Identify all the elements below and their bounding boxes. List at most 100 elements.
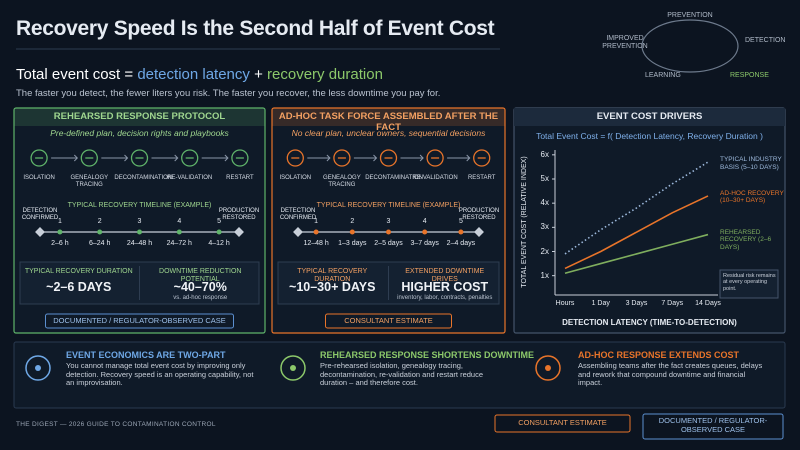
timeline-number: 4 (177, 218, 182, 225)
step-arrow (447, 154, 471, 162)
y-tick-label: 2x (540, 246, 549, 256)
step-icon (181, 149, 199, 167)
footer-badge (494, 414, 631, 433)
step-icon (130, 149, 149, 167)
takeaway-title: REHEARSED RESPONSE SHORTENS DOWNTIME (320, 350, 535, 360)
y-tick-label: 1x (540, 270, 549, 280)
annotation-box (719, 269, 779, 299)
step-label: GENEALOGY TRACING (323, 175, 361, 188)
takeaway-icon (25, 355, 51, 381)
takeaway-text: You cannot manage total event cost by im… (66, 361, 254, 388)
takeaway-icon-dot (545, 365, 551, 371)
takeaway-title: AD-HOC RESPONSE EXTENDS COST (578, 350, 740, 360)
step-icon (333, 149, 351, 167)
timeline-start: DETECTION CONFIRMED (279, 208, 317, 221)
step-label: DECONTAMINATION (114, 175, 173, 181)
step-label: RESTART (226, 175, 254, 181)
cycle-node: DETECTION (745, 37, 786, 44)
timeline-diamond (474, 227, 484, 237)
timeline-number: 4 (422, 218, 427, 225)
step-icon (426, 149, 444, 167)
takeaway-text: Assembling teams after the fact creates … (578, 361, 763, 388)
stat-label: EXTENDED DOWNTIME DRIVES (405, 268, 485, 284)
step-arrow (151, 154, 179, 162)
cycle-ring (641, 19, 739, 73)
x-axis-label: DETECTION LATENCY (TIME-TO-DETECTION) (562, 318, 737, 327)
footer-badge-label: CONSULTANT ESTIMATE (518, 418, 607, 427)
timeline-duration: 2–4 days (446, 240, 476, 247)
takeaway-icon-dot (290, 365, 296, 371)
stat-label: DOWNTIME REDUCTION POTENTIAL (159, 268, 242, 284)
step-icon (473, 149, 491, 167)
series-line (564, 195, 709, 270)
takeaway-icon-dot (35, 365, 41, 371)
stat-value: ~2–6 DAYS (46, 280, 112, 294)
annotation: Residual risk remains at every operating… (723, 273, 776, 292)
panel-title: AD-HOC TASK FORCE ASSEMBLED AFTER THE FA… (278, 111, 499, 133)
timeline-node (176, 229, 182, 235)
timeline-number: 2 (350, 218, 355, 225)
x-tick-label: 1 Day (591, 300, 610, 307)
x-tick-label: 7 Days (661, 300, 684, 307)
badge (45, 313, 234, 329)
step-icon (231, 149, 249, 167)
badge-label: CONSULTANT ESTIMATE (344, 316, 433, 325)
timeline-node (97, 229, 103, 235)
timeline-node (458, 229, 464, 235)
timeline-number: 5 (458, 218, 463, 225)
stat-note: vs. ad-hoc response (173, 295, 228, 301)
step-label: ISOLATION (279, 175, 312, 181)
cycle-node: PREVENTION (667, 12, 713, 19)
step-icon (30, 149, 48, 167)
step-label: DECONTAMINATION (365, 175, 423, 181)
step-arrow (307, 154, 331, 162)
y-tick-label: 5x (540, 174, 549, 183)
takeaway-title: EVENT ECONOMICS ARE TWO-PART (66, 350, 226, 360)
timeline-diamond (293, 227, 303, 237)
badge-label: DOCUMENTED / REGULATOR-OBSERVED CASE (53, 316, 226, 325)
series-label: TYPICAL INDUSTRY BASIS (5–10 DAYS) (720, 156, 782, 171)
y-axis-label: TOTAL EVENT COST (RELATIVE INDEX) (520, 156, 528, 288)
panel-title: REHEARSED RESPONSE PROTOCOL (53, 111, 226, 122)
y-tick-label: 3x (540, 222, 549, 232)
timeline-duration: 24–72 h (166, 240, 192, 247)
formula-term: + (254, 66, 268, 83)
stat-note: inventory, labor, contracts, penalties (397, 295, 493, 301)
panel-header (272, 108, 505, 126)
footer-badge-label: DOCUMENTED / REGULATOR-OBSERVED CASE (658, 416, 768, 434)
footer-badge (642, 413, 784, 440)
step-arrow (101, 154, 129, 162)
timeline-start: DETECTION CONFIRMED (21, 208, 59, 221)
formula: Total event cost = detection latency + r… (16, 66, 383, 83)
title: Recovery Speed Is the Second Half of Eve… (16, 17, 495, 40)
y-tick-label: 6x (540, 149, 549, 159)
step-arrow (400, 154, 424, 162)
timeline-node (313, 229, 319, 235)
step-icon (379, 149, 398, 167)
takeaway-text: Pre-rehearsed isolation, genealogy traci… (320, 361, 484, 388)
stat-value: HIGHER COST (401, 280, 489, 294)
step-arrow (201, 154, 229, 162)
timeline-title: TYPICAL RECOVERY TIMELINE (EXAMPLE) (316, 202, 461, 209)
chart-subtitle: Total Event Cost = f( Detection Latency,… (536, 131, 763, 141)
chart-title: EVENT COST DRIVERS (596, 111, 703, 122)
takeaway-band (13, 341, 786, 409)
timeline-node (137, 229, 142, 235)
step-icon (286, 149, 304, 167)
panel-subtitle: No clear plan, unclear owners, sequentia… (291, 128, 486, 138)
series-label: REHEARSED RECOVERY (2–6 DAYS) (720, 228, 772, 251)
x-tick-label: 14 Days (695, 300, 721, 307)
cycle-node: IMPROVED PREVENTION (602, 35, 648, 51)
timeline-node (422, 229, 428, 235)
step-label: ISOLATION (23, 175, 55, 181)
step-label: RE-VALIDATION (167, 175, 213, 181)
timeline-duration: 12–48 h (303, 240, 329, 247)
takeaway-icon (280, 355, 306, 381)
timeline-duration: 4–12 h (208, 240, 230, 247)
timeline-duration: 6–24 h (88, 240, 111, 247)
x-tick-label: Hours (555, 300, 575, 307)
stat-label: TYPICAL RECOVERY DURATION (24, 268, 133, 275)
timeline-diamond (234, 227, 244, 237)
timeline-number: 3 (137, 218, 142, 225)
